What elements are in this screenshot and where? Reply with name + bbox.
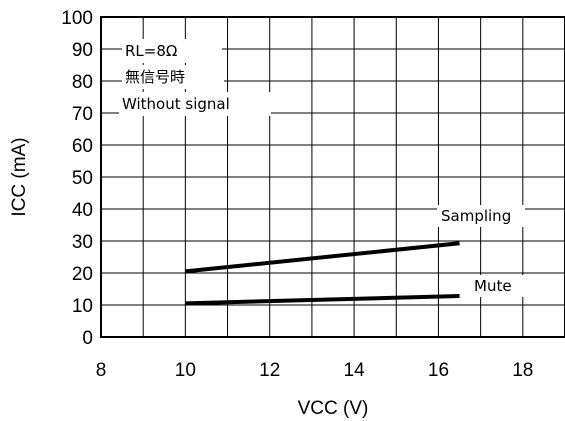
condition-no-signal-jp: 無信号時 bbox=[125, 68, 185, 86]
x-tick-label: 14 bbox=[344, 360, 366, 381]
y-tick-label: 10 bbox=[72, 296, 93, 317]
condition-no-signal-en: Without signal bbox=[122, 95, 230, 113]
series-line-sampling bbox=[185, 241, 460, 274]
condition-load: RL=8Ω bbox=[125, 42, 177, 60]
x-tick-label: 10 bbox=[175, 360, 196, 381]
series-label-bg bbox=[470, 275, 528, 297]
plot-border bbox=[100, 16, 565, 338]
condition-no-signal-en-bg bbox=[119, 92, 271, 116]
y-tick-label: 60 bbox=[72, 136, 93, 157]
x-tick-label: 12 bbox=[259, 360, 280, 381]
y-axis-title: ICC (mA) bbox=[9, 137, 30, 216]
tick-labels: 0 10 20 30 40 50 60 70 80 90 100 8 10 12 14 16 18 bbox=[61, 8, 533, 381]
y-tick-label: 80 bbox=[72, 72, 93, 93]
series-label-bg bbox=[437, 205, 525, 227]
y-tick-label: 50 bbox=[72, 168, 93, 189]
x-tick-label: 18 bbox=[512, 360, 533, 381]
series-label-sampling: Sampling bbox=[441, 207, 511, 225]
condition-load-bg bbox=[122, 39, 222, 63]
y-tick-label: 100 bbox=[61, 8, 93, 29]
series-labels: Sampling Mute bbox=[437, 205, 528, 297]
y-tick-label: 20 bbox=[72, 264, 93, 285]
y-tick-label: 30 bbox=[72, 232, 93, 253]
series-line-mute bbox=[185, 294, 460, 306]
x-tick-label: 8 bbox=[96, 360, 107, 381]
y-tick-label: 90 bbox=[72, 40, 93, 61]
series-label-mute: Mute bbox=[474, 277, 512, 295]
y-tick-label: 40 bbox=[72, 200, 93, 221]
x-tick-label: 16 bbox=[428, 360, 449, 381]
condition-annotations: RL=8Ω 無信号時 Without signal bbox=[119, 39, 271, 116]
y-tick-label: 0 bbox=[82, 328, 93, 349]
plot-frame bbox=[100, 16, 565, 338]
condition-no-signal-jp-bg bbox=[122, 65, 224, 89]
x-axis-title: VCC (V) bbox=[298, 398, 369, 419]
y-tick-label: 70 bbox=[72, 104, 93, 125]
series-lines bbox=[185, 241, 460, 306]
